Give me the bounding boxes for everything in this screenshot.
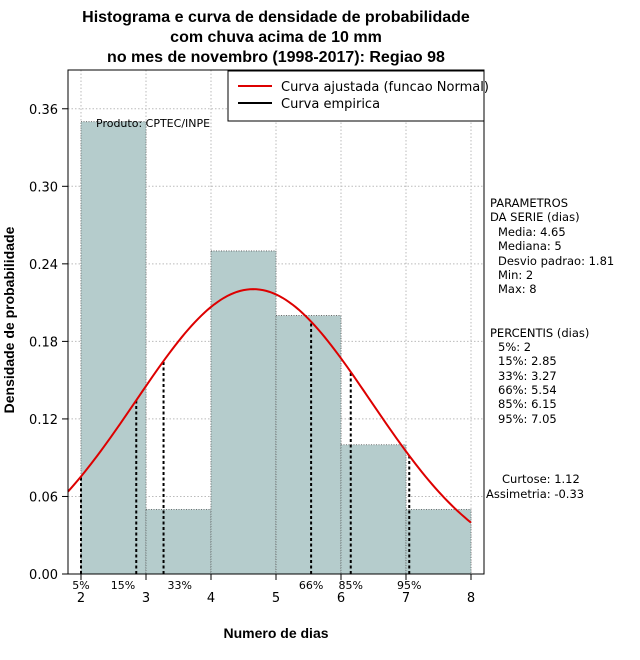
histogram-bar-1 — [80, 121, 147, 575]
params-title-1: PARAMETROS — [490, 196, 568, 210]
percentil-15: 15%: 2.85 — [498, 354, 557, 368]
x-axis-label: Numero de dias — [223, 625, 328, 641]
percentile-label-66%: 66% — [299, 579, 323, 592]
param-media: Media: 4.65 — [498, 225, 566, 239]
y-tick-label-1: 0.06 — [29, 490, 58, 505]
axes: 2 3 4 5 6 7 8 0.00 0.06 0.12 0.18 0.24 0.30 0.36 — [29, 103, 475, 606]
y-tick-label-6: 0.36 — [29, 103, 58, 118]
percentil-33: 33%: 3.27 — [498, 369, 557, 383]
chart-title-line-2: com chuva acima de 10 mm — [170, 29, 382, 46]
histogram-bar-6 — [405, 508, 472, 575]
legend-label-empirical: Curva empirica — [281, 97, 380, 112]
y-tick-label-2: 0.12 — [29, 413, 58, 428]
chart-title-line-1: Histograma e curva de densidade de proba… — [82, 9, 470, 26]
percentil-95: 95%: 7.05 — [498, 412, 557, 426]
percentil-85: 85%: 6.15 — [498, 397, 557, 411]
assimetria: Assimetria: -0.33 — [486, 487, 584, 501]
percentile-label-5%: 5% — [72, 579, 89, 592]
percentile-label-33%: 33% — [168, 579, 192, 592]
x-tick-label-6: 6 — [337, 591, 345, 606]
product-annotation: Produto: CPTEC/INPE — [96, 117, 210, 130]
histogram-bars — [80, 121, 472, 575]
x-tick-label-7: 7 — [402, 591, 410, 606]
y-axis-label: Densidade de probabilidade — [1, 226, 17, 413]
legend-box — [227, 70, 485, 122]
param-desvio: Desvio padrao: 1.81 — [498, 254, 614, 268]
histogram-bar-4 — [275, 315, 342, 575]
stats-panel: PARAMETROS DA SERIE (dias) Media: 4.65 M… — [486, 196, 614, 501]
normal-curve — [67, 288, 472, 524]
param-min: Min: 2 — [498, 268, 533, 282]
y-tick-label-4: 0.24 — [29, 258, 58, 273]
legend-label-fitted: Curva ajustada (funcao Normal) — [281, 80, 489, 95]
legend: Curva ajustada (funcao Normal) Curva emp… — [227, 70, 489, 122]
x-tick-label-8: 8 — [467, 591, 475, 606]
y-tick-label-0: 0.00 — [29, 568, 58, 583]
histogram-bar-5 — [340, 444, 407, 575]
x-tick-label-5: 5 — [272, 591, 280, 606]
fitted-normal-curve — [67, 288, 472, 524]
x-tick-label-4: 4 — [207, 591, 215, 606]
param-mediana: Mediana: 5 — [498, 239, 562, 253]
percentis-title: PERCENTIS (dias) — [490, 326, 589, 340]
percentil-66: 66%: 5.54 — [498, 383, 557, 397]
histogram-bar-2 — [145, 508, 212, 575]
param-max: Max: 8 — [498, 282, 537, 296]
x-tick-label-3: 3 — [142, 591, 150, 606]
curtose: Curtose: 1.12 — [502, 472, 580, 486]
y-tick-label-3: 0.18 — [29, 335, 58, 350]
histogram-bar-3 — [210, 250, 277, 575]
params-title-2: DA SERIE (dias) — [490, 210, 580, 224]
percentile-label-85%: 85% — [339, 579, 363, 592]
percentil-5: 5%: 2 — [498, 340, 531, 354]
chart-title-line-3: no mes de novembro (1998-2017): Regiao 9… — [107, 49, 445, 66]
y-tick-label-5: 0.30 — [29, 180, 58, 195]
percentile-label-95%: 95% — [397, 579, 421, 592]
x-tick-label-2: 2 — [77, 591, 85, 606]
percentile-label-15%: 15% — [111, 579, 135, 592]
percentile-lines: 5% 15% 33% 66% 85% 95% — [72, 321, 421, 592]
